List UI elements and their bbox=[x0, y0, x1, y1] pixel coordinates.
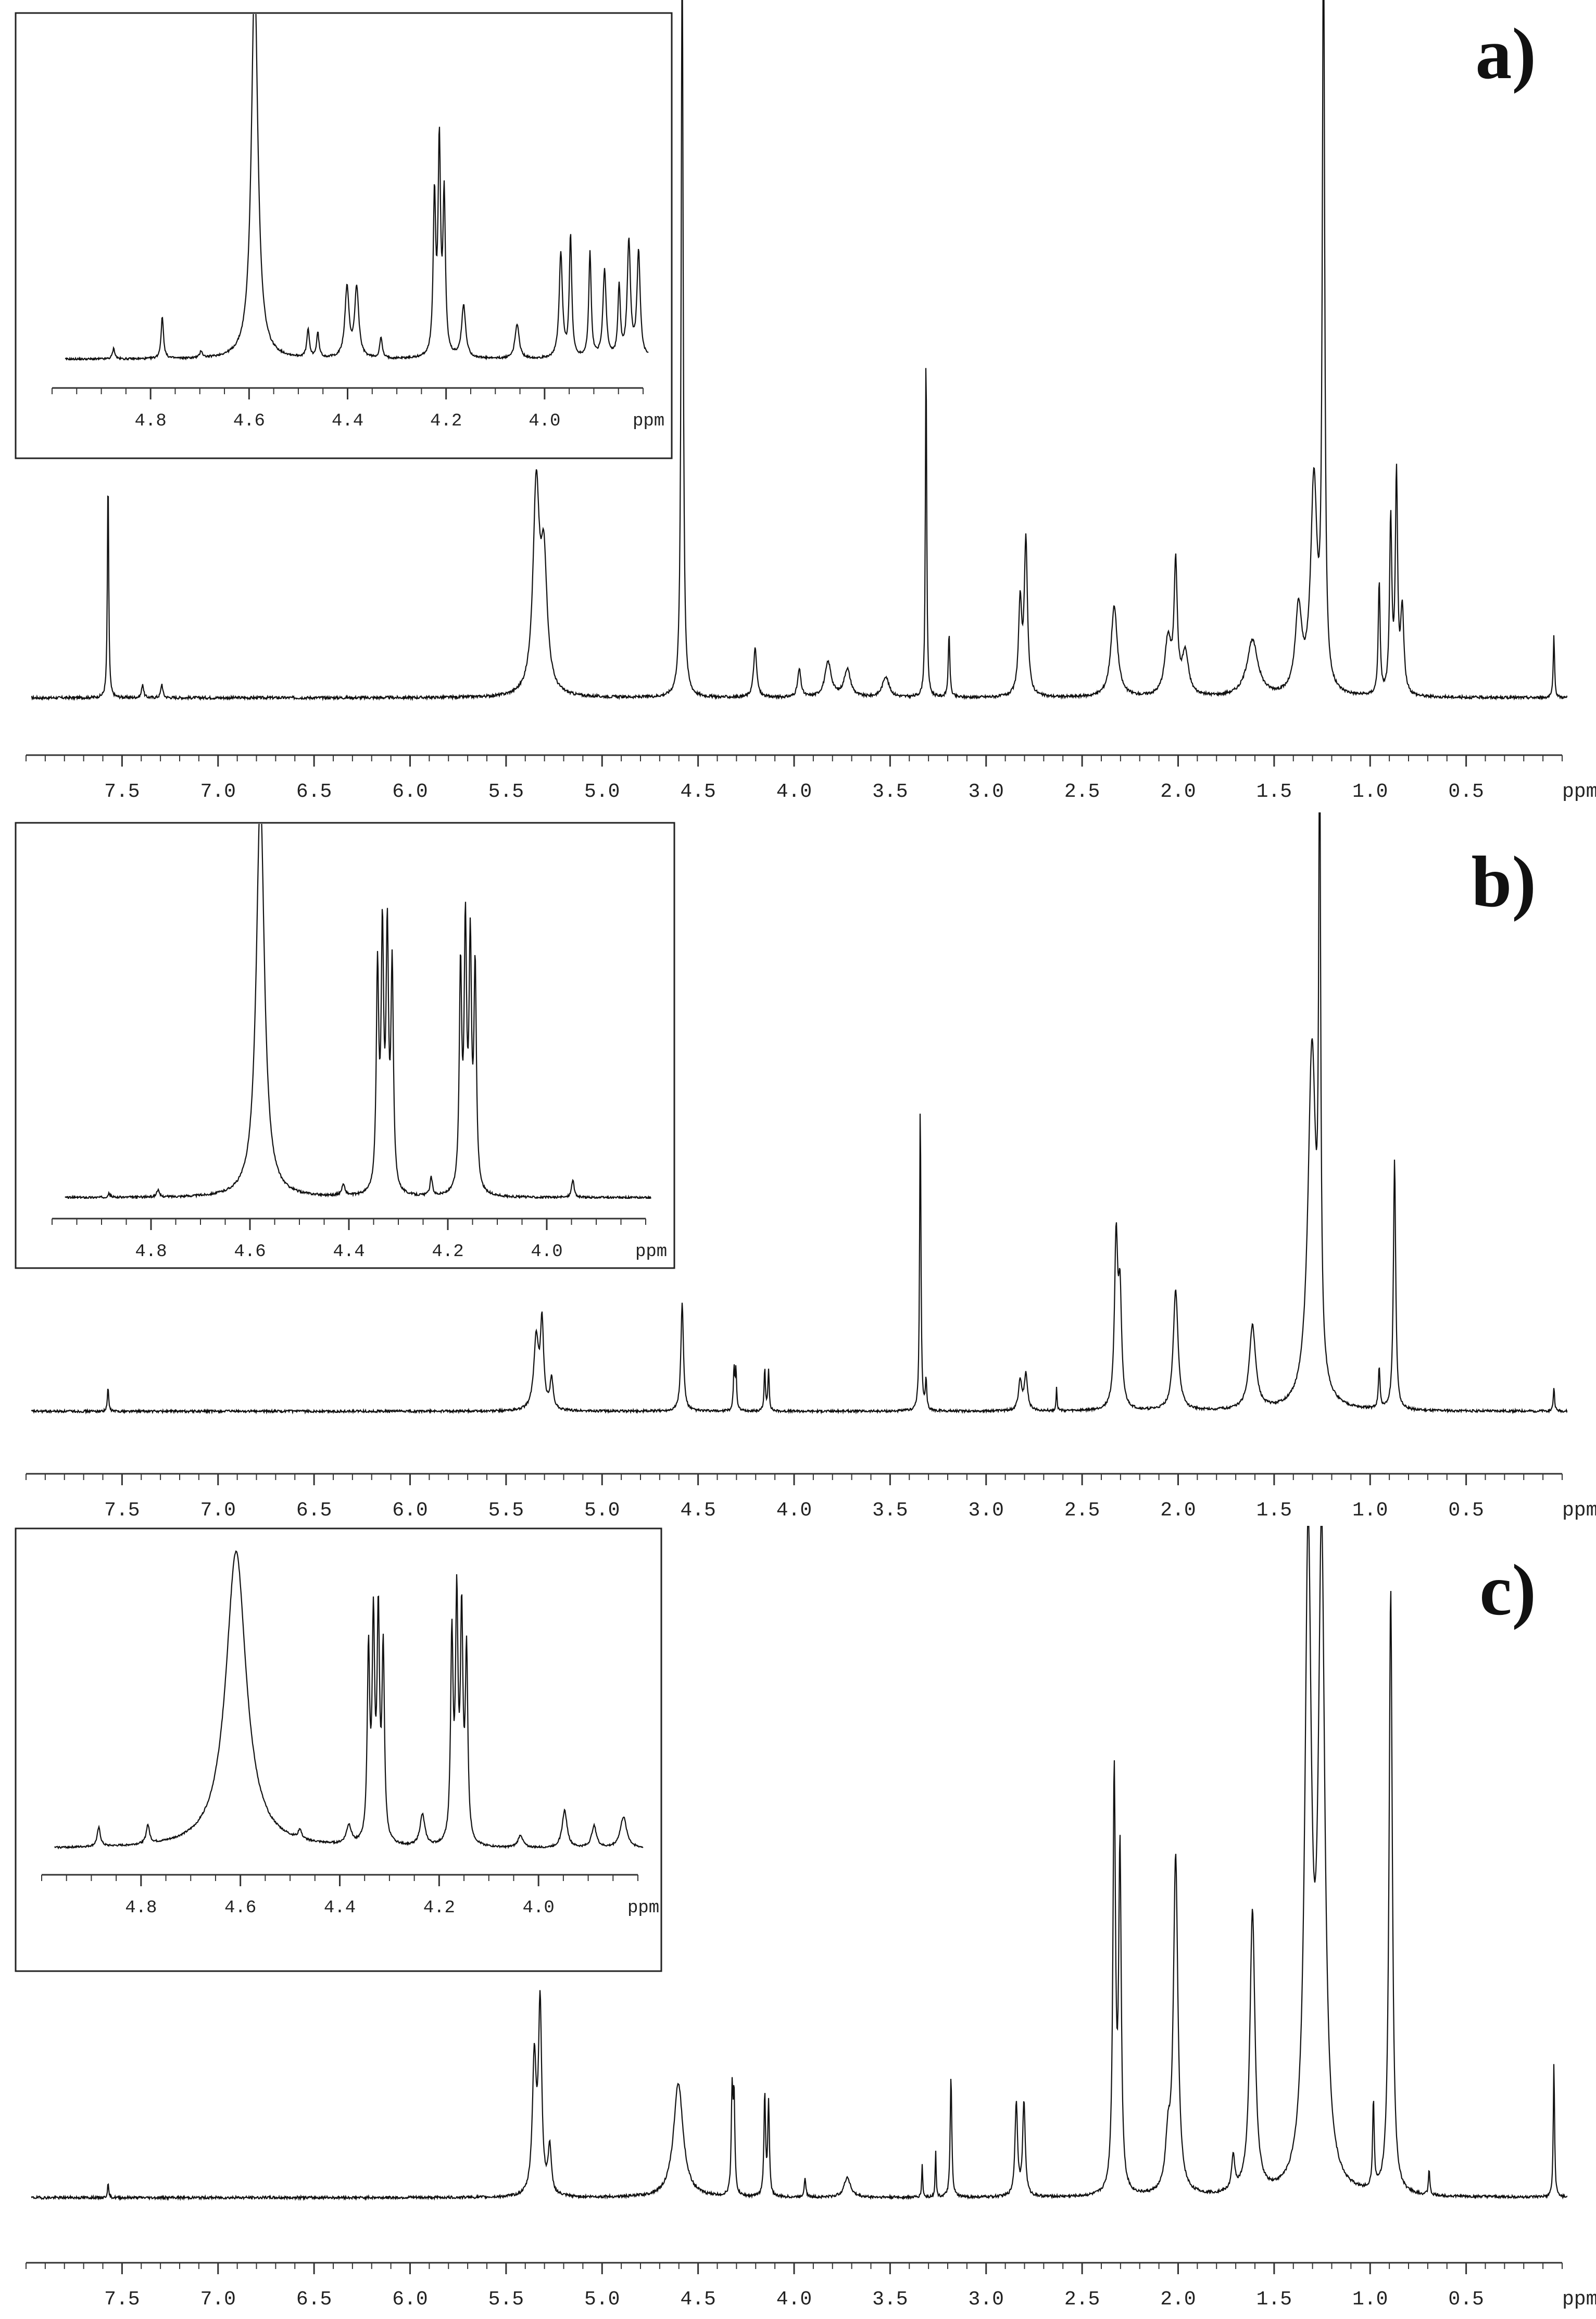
tick-label: 2.0 bbox=[1160, 781, 1196, 803]
tick-label: 6.5 bbox=[296, 781, 332, 803]
inset-spectrum-line bbox=[54, 1550, 644, 1850]
inset-panel: 4.8 4.6 4.4 4.2 4.0 ppm bbox=[15, 12, 673, 459]
x-axis: 7.5 7.0 6.5 6.0 5.5 5.0 4.5 4.0 3.5 3.0 2.5 2.0 1.5 1… bbox=[26, 754, 1563, 803]
x-axis: 7.5 7.0 6.5 6.0 5.5 5.0 4.5 4.0 3.5 3.0 2.5 2.0 1.5 1… bbox=[26, 2262, 1563, 2311]
tick-label: 5.5 bbox=[488, 2288, 524, 2311]
tick-label: 1.0 bbox=[1352, 2288, 1388, 2311]
tick-label: 7.0 bbox=[200, 2288, 236, 2311]
panel-label: a) bbox=[1475, 14, 1536, 94]
tick-label: 4.8 bbox=[125, 1898, 157, 1918]
tick-label: 2.5 bbox=[1064, 781, 1100, 803]
tick-label: 4.0 bbox=[531, 1242, 562, 1262]
x-axis-unit: ppm bbox=[1562, 2288, 1596, 2311]
tick-label: 4.8 bbox=[135, 411, 167, 431]
tick-label: 4.0 bbox=[776, 781, 812, 803]
inset-panel: 4.8 4.6 4.4 4.2 4.0 ppm bbox=[15, 1527, 662, 1972]
tick-label: 7.5 bbox=[104, 2288, 140, 2311]
tick-label: 6.0 bbox=[392, 1499, 428, 1522]
spectrum-panel-2: 7.5 7.0 6.5 6.0 5.5 5.0 4.5 4.0 3.5 3.0 2.5 2.0 1.5 1… bbox=[15, 812, 1596, 1522]
tick-label: 0.5 bbox=[1448, 2288, 1484, 2311]
spectrum-panel-3: 7.5 7.0 6.5 6.0 5.5 5.0 4.5 4.0 3.5 3.0 2.5 2.0 1.5 1… bbox=[15, 1526, 1596, 2311]
tick-label: 6.0 bbox=[392, 781, 428, 803]
tick-label: 5.5 bbox=[488, 1499, 524, 1522]
spectrum-panel-1: 7.5 7.0 6.5 6.0 5.5 5.0 4.5 4.0 3.5 3.0 2.5 2.0 1.5 1… bbox=[15, 0, 1596, 803]
tick-label: 4.5 bbox=[680, 781, 715, 803]
inset-x-axis-unit: ppm bbox=[633, 411, 664, 431]
tick-label: 2.0 bbox=[1160, 1499, 1196, 1522]
inset-x-axis-unit: ppm bbox=[635, 1242, 667, 1262]
tick-label: 5.0 bbox=[584, 1499, 620, 1522]
tick-label: 4.2 bbox=[432, 1242, 463, 1262]
tick-label: 2.0 bbox=[1160, 2288, 1196, 2311]
tick-label: 4.6 bbox=[233, 411, 265, 431]
x-axis: 7.5 7.0 6.5 6.0 5.5 5.0 4.5 4.0 3.5 3.0 2.5 2.0 1.5 1… bbox=[26, 1473, 1563, 1522]
tick-label: 3.5 bbox=[872, 1499, 908, 1522]
inset-frame bbox=[15, 1527, 662, 1972]
tick-label: 4.0 bbox=[523, 1898, 555, 1918]
inset-frame bbox=[15, 12, 673, 459]
spectrum-line bbox=[31, 1526, 1567, 2201]
inset-spectrum-line bbox=[65, 824, 652, 1199]
tick-label: 7.5 bbox=[104, 781, 140, 803]
x-axis-unit: ppm bbox=[1562, 1499, 1596, 1522]
inset-x-axis: 4.8 4.6 4.4 4.2 4.0 bbox=[52, 1218, 646, 1262]
tick-label: 6.5 bbox=[296, 2288, 332, 2311]
tick-label: 3.0 bbox=[969, 1499, 1004, 1522]
tick-label: 4.4 bbox=[324, 1898, 356, 1918]
tick-label: 4.0 bbox=[776, 2288, 812, 2311]
tick-label: 1.0 bbox=[1352, 781, 1388, 803]
panel-label: b) bbox=[1472, 842, 1536, 922]
tick-label: 7.5 bbox=[104, 1499, 140, 1522]
tick-label: 4.5 bbox=[680, 2288, 715, 2311]
tick-label: 4.2 bbox=[430, 411, 462, 431]
tick-label: 5.0 bbox=[584, 781, 620, 803]
tick-label: 0.5 bbox=[1448, 1499, 1484, 1522]
inset-frame bbox=[15, 822, 675, 1269]
tick-label: 2.5 bbox=[1064, 2288, 1100, 2311]
inset-panel: 4.8 4.6 4.4 4.2 4.0 ppm bbox=[15, 822, 675, 1269]
tick-label: 5.5 bbox=[488, 781, 524, 803]
tick-label: 4.4 bbox=[332, 411, 363, 431]
inset-x-axis: 4.8 4.6 4.4 4.2 4.0 bbox=[41, 1874, 638, 1918]
tick-label: 6.0 bbox=[392, 2288, 428, 2311]
spectrum-line bbox=[31, 812, 1567, 1415]
tick-label: 1.5 bbox=[1256, 2288, 1292, 2311]
tick-label: 3.5 bbox=[872, 781, 908, 803]
tick-label: 1.0 bbox=[1352, 1499, 1388, 1522]
inset-x-axis-unit: ppm bbox=[627, 1898, 659, 1918]
tick-label: 4.6 bbox=[234, 1242, 266, 1262]
tick-label: 3.0 bbox=[969, 781, 1004, 803]
x-axis-unit: ppm bbox=[1562, 781, 1596, 803]
tick-label: 4.0 bbox=[529, 411, 560, 431]
tick-label: 4.5 bbox=[680, 1499, 715, 1522]
tick-label: 4.4 bbox=[333, 1242, 365, 1262]
tick-label: 1.5 bbox=[1256, 1499, 1292, 1522]
tick-label: 3.0 bbox=[969, 2288, 1004, 2311]
tick-label: 5.0 bbox=[584, 2288, 620, 2311]
tick-label: 2.5 bbox=[1064, 1499, 1100, 1522]
tick-label: 6.5 bbox=[296, 1499, 332, 1522]
spectra-group: 7.5 7.0 6.5 6.0 5.5 5.0 4.5 4.0 3.5 3.0 2.5 2.0 1.5 1… bbox=[15, 0, 1596, 2311]
tick-label: 4.2 bbox=[423, 1898, 455, 1918]
tick-label: 3.5 bbox=[872, 2288, 908, 2311]
inset-x-axis: 4.8 4.6 4.4 4.2 4.0 bbox=[52, 387, 644, 431]
tick-label: 7.0 bbox=[200, 1499, 236, 1522]
inset-spectrum-line bbox=[65, 14, 649, 360]
tick-label: 1.5 bbox=[1256, 781, 1292, 803]
spectrum-line bbox=[31, 0, 1567, 701]
tick-label: 4.0 bbox=[776, 1499, 812, 1522]
tick-label: 0.5 bbox=[1448, 781, 1484, 803]
tick-label: 4.6 bbox=[224, 1898, 256, 1918]
tick-label: 4.8 bbox=[135, 1242, 167, 1262]
panel-label: c) bbox=[1479, 1550, 1536, 1631]
tick-label: 7.0 bbox=[200, 781, 236, 803]
